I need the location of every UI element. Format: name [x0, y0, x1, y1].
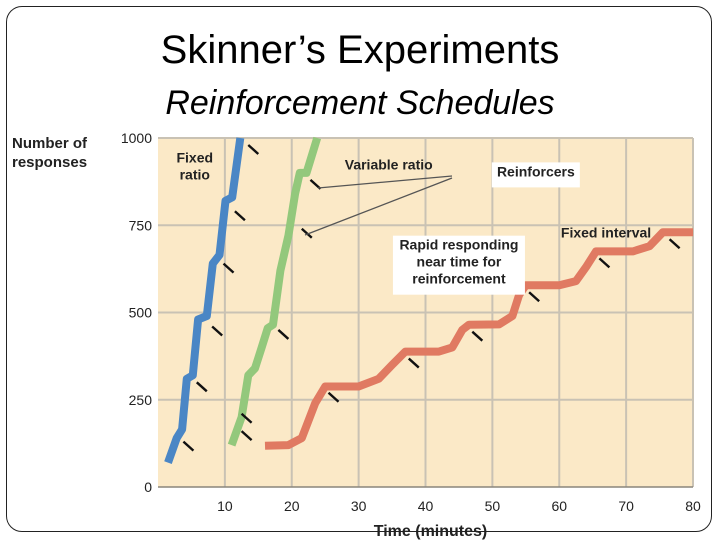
- reinforcer-marker-variable-ratio-3: [277, 329, 290, 340]
- reinforcer-marker-variable-ratio-2: [240, 412, 253, 424]
- reinforcer-marker-fixed-ratio-2: [195, 381, 208, 393]
- annotation-reinforcers-line-1: Reinforcers: [497, 163, 575, 179]
- y-tick-label-500: 500: [129, 305, 153, 321]
- annotation-variable-ratio-line-1: Variable ratio: [345, 156, 433, 172]
- x-tick-label-30: 30: [351, 498, 367, 514]
- x-tick-label-60: 60: [551, 498, 567, 514]
- callout-reinforcers-to-variable-2: [304, 177, 453, 236]
- y-axis-label-line-2: responses: [12, 154, 87, 171]
- y-tick-label-1000: 1000: [121, 130, 152, 146]
- slide-title: Skinner’s Experiments: [160, 28, 560, 72]
- reinforcer-marker-fixed-ratio-1: [182, 440, 195, 452]
- x-tick-label-50: 50: [485, 498, 501, 514]
- x-tick-label-80: 80: [685, 498, 701, 514]
- y-tick-label-0: 0: [144, 479, 152, 495]
- y-tick-label-750: 750: [129, 217, 153, 233]
- y-axis-label-line-1: Number of: [12, 135, 88, 152]
- reinforcer-marker-fixed-ratio-5: [234, 210, 246, 222]
- reinforcer-marker-fixed-interval-6: [668, 238, 681, 250]
- reinforcer-marker-fixed-interval-3: [471, 330, 484, 342]
- slide-subtitle: Reinforcement Schedules: [165, 84, 555, 122]
- x-tick-label-20: 20: [284, 498, 300, 514]
- annotation-box-rapid-responding-near-time-for-reinforcement: [392, 235, 525, 295]
- x-axis-label: Time (minutes): [374, 523, 488, 540]
- series-line-variable-ratio: [227, 136, 322, 447]
- annotation-rapid-responding-near-time-for-reinforcement-line-1: Rapid responding: [399, 237, 518, 253]
- annotation-rapid-responding-near-time-for-reinforcement-line-3: reinforcement: [412, 271, 506, 287]
- annotation-fixed-ratio-line-2: ratio: [180, 166, 210, 182]
- annotation-rapid-responding-near-time-for-reinforcement-line-2: near time for: [417, 254, 502, 270]
- annotation-fixed-ratio-line-1: Fixed: [176, 149, 213, 165]
- reinforcer-marker-fixed-interval-1: [327, 391, 340, 403]
- annotation-fixed-interval-line-1: Fixed interval: [561, 224, 651, 240]
- y-tick-label-250: 250: [129, 392, 153, 408]
- annotation-box-reinforcers: [491, 162, 580, 188]
- reinforcer-marker-fixed-ratio-3: [211, 325, 223, 337]
- reinforcer-marker-variable-ratio-4: [300, 227, 313, 239]
- reinforcer-marker-fixed-ratio-4: [222, 262, 235, 274]
- x-tick-label-70: 70: [618, 498, 634, 514]
- reinforcer-marker-fixed-interval-5: [598, 257, 611, 269]
- series-line-fixed-ratio: [164, 137, 245, 464]
- reinforcer-marker-variable-ratio-1: [240, 430, 253, 442]
- x-tick-label-10: 10: [217, 498, 233, 514]
- reinforcer-marker-fixed-interval-2: [407, 357, 420, 369]
- series-line-fixed-interval: [264, 228, 693, 450]
- reinforcer-marker-fixed-interval-4: [528, 291, 540, 303]
- reinforcer-marker-fixed-ratio-6: [247, 144, 260, 155]
- x-tick-label-40: 40: [418, 498, 434, 514]
- callout-reinforcers-to-variable-1: [317, 175, 453, 189]
